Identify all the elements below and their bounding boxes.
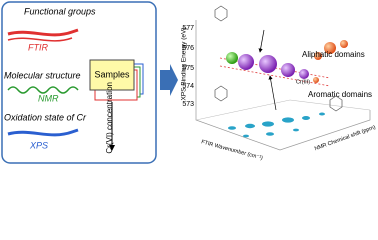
y-tick-label: 573 [182, 101, 194, 108]
annotation: Aromatic domains [308, 90, 372, 99]
samples-label: Samples [94, 69, 130, 79]
concentration-label: Cr(VI) concentration [105, 82, 114, 154]
bubble [259, 55, 277, 73]
panel-frame [1, 1, 157, 164]
item-label: Oxidation state of Cr [4, 112, 87, 122]
bubble [314, 52, 322, 60]
bubble [299, 69, 309, 79]
annotation: Cr(III) [296, 79, 310, 85]
bubble [324, 42, 336, 54]
bubble [340, 40, 348, 48]
x-axis-label: FTIR Wavenumber (cm⁻¹) [200, 139, 263, 161]
nmr-arrow [7, 86, 79, 94]
bubble [226, 52, 238, 64]
method-label: XPS [29, 140, 48, 150]
bubble [313, 77, 319, 83]
floor-bubbles [228, 112, 325, 138]
molecule-sketch [214, 5, 343, 112]
y-axis-label: XPS Binding Energy (eV) [181, 28, 188, 101]
bubble [238, 54, 254, 70]
y-tick-label: 577 [182, 25, 194, 32]
floor [195, 99, 371, 121]
samples-box [89, 59, 135, 91]
y-tick-label: 575 [182, 65, 194, 72]
pointer [268, 75, 277, 111]
y-tick-label: 576 [182, 45, 194, 52]
method-label: FTIR [28, 42, 48, 52]
guide [219, 57, 331, 79]
ftir-arrow [7, 37, 73, 42]
annotation: Aliphatic domains [302, 50, 365, 59]
pointer [258, 29, 265, 53]
item-label: Functional groups [24, 6, 96, 16]
item-label: Molecular structure [4, 70, 81, 80]
axes-box [195, 20, 371, 151]
guide [219, 65, 331, 87]
y-tick-label: 574 [182, 83, 194, 90]
ftir-arrow [7, 28, 79, 37]
z-axis-label: NMR Chemical shift (ppm) [314, 125, 377, 153]
bubble [281, 63, 295, 77]
method-label: NMR [38, 93, 59, 103]
big-arrow [160, 64, 178, 96]
xps-arrow [7, 128, 79, 137]
graphical-abstract: Functional groups FTIR Molecular structu… [1, 1, 377, 164]
